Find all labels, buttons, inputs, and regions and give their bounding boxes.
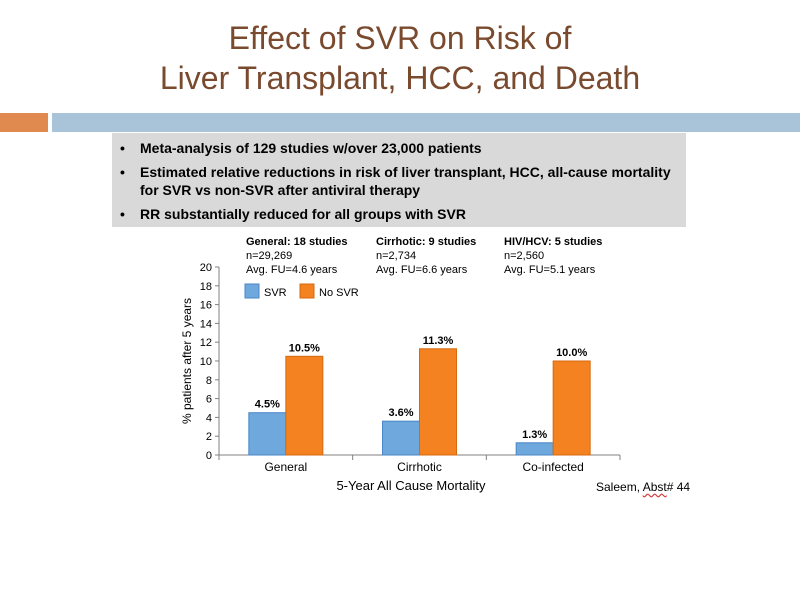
slide-title: Effect of SVR on Risk of Liver Transplan… xyxy=(0,18,800,98)
group-n: n=2,560 xyxy=(504,250,544,262)
group-followup: Avg. FU=6.6 years xyxy=(376,264,468,276)
bar-svr xyxy=(382,420,420,456)
accent-bar-blue xyxy=(52,113,800,132)
group-heading: Cirrhotic: 9 studies xyxy=(376,236,476,248)
y-tick-label: 4 xyxy=(206,412,212,424)
citation-abst: Abst xyxy=(642,480,667,494)
x-tick-label: Co-infected xyxy=(522,460,583,474)
y-tick-label: 0 xyxy=(206,450,212,462)
y-tick-label: 20 xyxy=(200,262,212,274)
y-tick-label: 6 xyxy=(206,394,212,406)
y-tick-label: 14 xyxy=(200,318,212,330)
group-followup: Avg. FU=5.1 years xyxy=(504,264,596,276)
bar-no-svr xyxy=(552,360,591,456)
data-label: 4.5% xyxy=(255,399,280,411)
citation: Saleem, Abst# 44 xyxy=(596,480,690,494)
legend-label: No SVR xyxy=(319,287,359,299)
data-label: 10.5% xyxy=(289,342,320,354)
bullet-item: Meta-analysis of 129 studies w/over 23,0… xyxy=(112,139,672,157)
y-tick-label: 2 xyxy=(206,431,212,443)
group-n: n=2,734 xyxy=(376,250,416,262)
data-label: 11.3% xyxy=(423,335,454,347)
y-axis-label: % patients after 5 years xyxy=(180,298,194,424)
group-n: n=29,269 xyxy=(246,250,292,262)
bullet-item: Estimated relative reductions in risk of… xyxy=(112,163,672,199)
citation-number: # 44 xyxy=(666,480,691,494)
bullet-item: RR substantially reduced for all groups … xyxy=(112,205,672,223)
group-followup: Avg. FU=4.6 years xyxy=(246,264,338,276)
data-label: 3.6% xyxy=(388,407,413,419)
y-tick-label: 18 xyxy=(200,281,212,293)
y-tick-label: 12 xyxy=(200,337,212,349)
y-tick-label: 16 xyxy=(200,300,212,312)
citation-author: Saleem, xyxy=(596,480,643,494)
data-label: 10.0% xyxy=(556,347,587,359)
legend-swatch-no-svr xyxy=(299,283,315,299)
accent-bar-orange xyxy=(0,113,48,132)
data-label: 1.3% xyxy=(522,429,547,441)
bar-no-svr xyxy=(419,348,457,456)
bar-svr xyxy=(515,442,554,456)
legend-label: SVR xyxy=(264,287,287,299)
title-line-2: Liver Transplant, HCC, and Death xyxy=(159,60,641,96)
bar-no-svr xyxy=(285,355,324,456)
x-tick-label: Cirrhotic xyxy=(397,460,442,474)
group-heading: General: 18 studies xyxy=(246,236,348,248)
y-tick-label: 10 xyxy=(200,356,212,368)
x-tick-label: General xyxy=(264,460,307,474)
x-axis-label: 5-Year All Cause Mortality xyxy=(336,478,486,493)
title-line-1: Effect of SVR on Risk of xyxy=(228,20,572,56)
y-tick-label: 8 xyxy=(206,375,212,387)
bar-svr xyxy=(248,412,287,456)
group-heading: HIV/HCV: 5 studies xyxy=(504,236,602,248)
bullet-list: Meta-analysis of 129 studies w/over 23,0… xyxy=(112,139,672,229)
legend-swatch-svr xyxy=(244,283,260,299)
